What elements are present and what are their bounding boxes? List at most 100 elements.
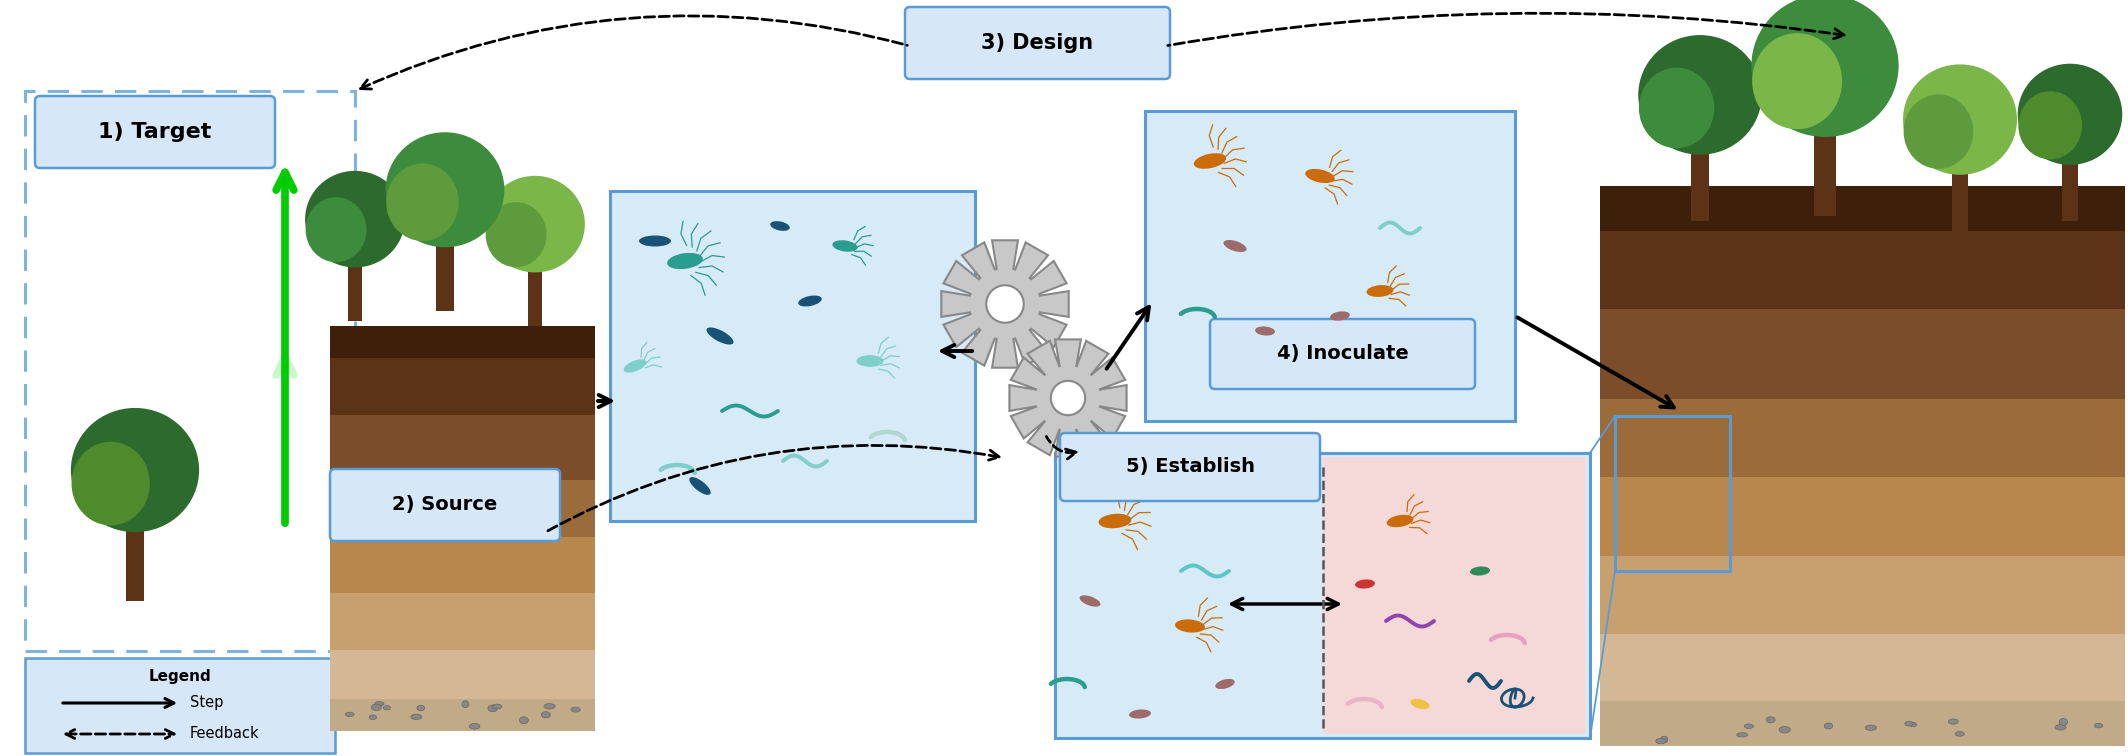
Ellipse shape bbox=[832, 240, 858, 252]
Ellipse shape bbox=[1660, 736, 1668, 743]
Bar bbox=[26, 91, 355, 651]
FancyBboxPatch shape bbox=[1211, 319, 1475, 389]
Ellipse shape bbox=[385, 132, 504, 247]
Ellipse shape bbox=[1956, 732, 1964, 736]
Polygon shape bbox=[1009, 339, 1126, 457]
Ellipse shape bbox=[462, 701, 468, 708]
Ellipse shape bbox=[798, 296, 821, 306]
Ellipse shape bbox=[1902, 64, 2017, 175]
Bar bbox=[1815, 131, 1836, 216]
Circle shape bbox=[985, 285, 1024, 323]
Ellipse shape bbox=[1751, 33, 1843, 129]
Ellipse shape bbox=[1751, 0, 1898, 137]
Ellipse shape bbox=[1656, 739, 1666, 744]
Ellipse shape bbox=[2060, 718, 2068, 726]
Ellipse shape bbox=[1079, 595, 1100, 606]
Ellipse shape bbox=[370, 715, 377, 720]
Ellipse shape bbox=[2056, 724, 2066, 730]
Bar bbox=[330, 358, 596, 415]
Ellipse shape bbox=[345, 712, 353, 717]
Bar bbox=[1600, 634, 2126, 702]
Bar bbox=[330, 699, 596, 731]
Ellipse shape bbox=[1639, 67, 1715, 148]
Ellipse shape bbox=[545, 704, 555, 709]
Ellipse shape bbox=[470, 723, 481, 729]
Ellipse shape bbox=[519, 717, 528, 723]
Ellipse shape bbox=[1256, 327, 1275, 336]
Bar bbox=[330, 650, 596, 699]
Ellipse shape bbox=[2017, 64, 2122, 165]
Text: Feedback: Feedback bbox=[189, 727, 260, 742]
Ellipse shape bbox=[770, 222, 789, 231]
Bar bbox=[1600, 231, 2126, 309]
Bar bbox=[330, 480, 596, 537]
Ellipse shape bbox=[306, 197, 366, 262]
Bar bbox=[1600, 556, 2126, 634]
Bar bbox=[1321, 457, 1585, 734]
Ellipse shape bbox=[1736, 733, 1747, 737]
Ellipse shape bbox=[1330, 311, 1349, 321]
Text: Legend: Legend bbox=[149, 670, 211, 684]
Bar bbox=[1600, 702, 2126, 746]
Ellipse shape bbox=[1905, 94, 1973, 169]
Ellipse shape bbox=[417, 705, 426, 711]
Bar bbox=[1055, 453, 1590, 738]
Text: Step: Step bbox=[189, 696, 223, 711]
Bar bbox=[1600, 477, 2126, 556]
Text: 2) Source: 2) Source bbox=[392, 495, 498, 515]
Bar bbox=[1692, 150, 1709, 221]
Ellipse shape bbox=[668, 253, 702, 269]
Bar bbox=[1145, 111, 1515, 421]
Bar bbox=[330, 415, 596, 480]
Ellipse shape bbox=[1098, 514, 1132, 528]
Ellipse shape bbox=[624, 359, 647, 373]
Ellipse shape bbox=[2017, 91, 2081, 160]
Ellipse shape bbox=[375, 702, 383, 706]
Ellipse shape bbox=[1949, 719, 1958, 724]
Text: 5) Establish: 5) Establish bbox=[1126, 457, 1256, 476]
Ellipse shape bbox=[1779, 727, 1790, 733]
Ellipse shape bbox=[1470, 566, 1490, 575]
Ellipse shape bbox=[570, 707, 581, 712]
Ellipse shape bbox=[1215, 679, 1234, 689]
Text: 1) Target: 1) Target bbox=[98, 122, 211, 142]
Ellipse shape bbox=[70, 408, 200, 532]
Bar bbox=[1951, 170, 1968, 236]
Ellipse shape bbox=[855, 355, 883, 367]
Ellipse shape bbox=[1175, 619, 1204, 633]
Ellipse shape bbox=[411, 714, 421, 720]
Bar bbox=[26, 658, 334, 753]
Ellipse shape bbox=[370, 704, 381, 711]
FancyBboxPatch shape bbox=[904, 7, 1170, 79]
Ellipse shape bbox=[1366, 285, 1394, 297]
Ellipse shape bbox=[1905, 721, 1913, 726]
Bar bbox=[1615, 416, 1730, 571]
Bar bbox=[126, 527, 145, 601]
Ellipse shape bbox=[541, 711, 551, 718]
Bar bbox=[330, 537, 596, 593]
Ellipse shape bbox=[485, 176, 585, 272]
Ellipse shape bbox=[383, 705, 392, 710]
Ellipse shape bbox=[1194, 153, 1226, 169]
FancyBboxPatch shape bbox=[330, 469, 560, 541]
Bar bbox=[1600, 186, 2126, 231]
Ellipse shape bbox=[1766, 717, 1775, 723]
Ellipse shape bbox=[1824, 723, 1832, 729]
FancyBboxPatch shape bbox=[1060, 433, 1319, 501]
Ellipse shape bbox=[638, 236, 670, 246]
Ellipse shape bbox=[1304, 169, 1334, 183]
Ellipse shape bbox=[2094, 723, 2102, 728]
Bar bbox=[347, 263, 362, 321]
Bar bbox=[611, 191, 975, 521]
Ellipse shape bbox=[72, 442, 149, 525]
Ellipse shape bbox=[1745, 724, 1753, 729]
Bar bbox=[528, 268, 543, 326]
Ellipse shape bbox=[1224, 240, 1247, 252]
Bar bbox=[436, 242, 453, 311]
Text: 3) Design: 3) Design bbox=[981, 33, 1094, 53]
Text: 4) Inoculate: 4) Inoculate bbox=[1277, 345, 1409, 364]
Bar bbox=[2062, 160, 2077, 221]
Ellipse shape bbox=[1130, 709, 1151, 719]
Ellipse shape bbox=[304, 171, 404, 268]
Ellipse shape bbox=[485, 202, 547, 267]
